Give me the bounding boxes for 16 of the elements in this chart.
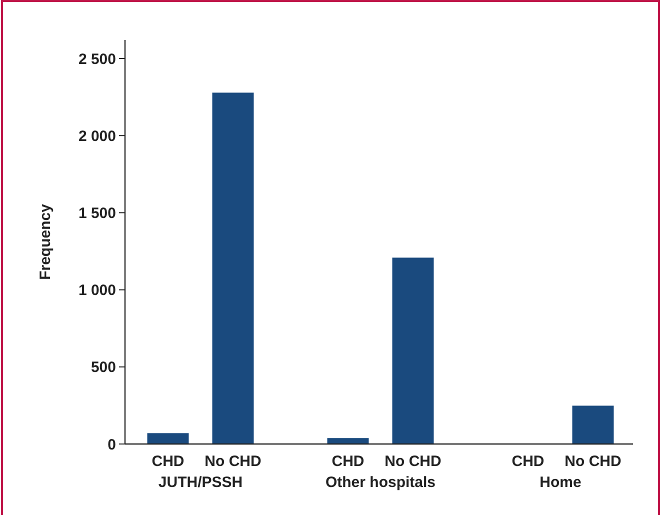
y-tick-label: 1 500 [78,204,116,222]
x-tick-label: No CHD [204,453,262,470]
x-tick-label: CHD [332,453,364,470]
text: Other hospitals [325,474,436,491]
y-axis-title: Frequency [37,203,54,280]
x-tick-label: No CHD [564,453,622,470]
y-tick-label: 2 500 [78,50,116,68]
text: Home [540,474,582,491]
y-tick-label: 0 [108,436,116,454]
y-tick-label: 500 [90,359,116,376]
x-tick-label: CHD [512,453,544,470]
x-tick-label: No CHD [384,453,442,470]
x-tick-label: CHD [152,453,184,470]
text: JUTH/PSSH [158,474,243,491]
y-tick-label: 2 000 [78,128,116,145]
y-tick-label: 1 000 [78,282,116,300]
